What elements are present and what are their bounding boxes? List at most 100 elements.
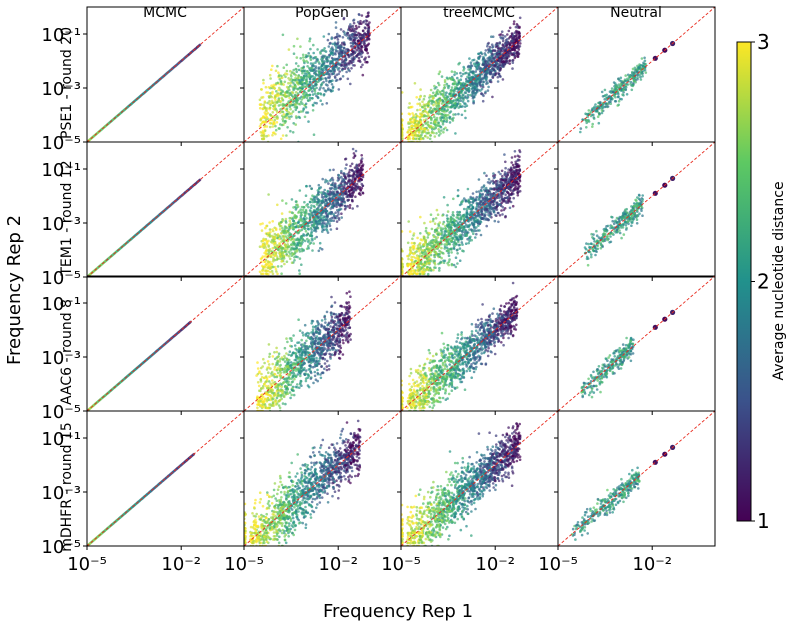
data-point — [587, 109, 591, 112]
data-point — [452, 93, 455, 96]
data-point — [357, 25, 361, 29]
data-point — [479, 80, 483, 84]
data-point — [351, 207, 355, 210]
data-point — [278, 257, 282, 261]
data-point — [350, 187, 354, 191]
data-point — [415, 96, 419, 99]
data-point — [622, 91, 625, 94]
data-point — [264, 106, 267, 110]
scatter-points — [401, 149, 522, 277]
data-point — [345, 32, 349, 36]
data-point — [273, 241, 277, 245]
data-point — [474, 70, 478, 73]
data-point — [639, 69, 642, 73]
data-point — [361, 184, 365, 188]
data-point — [508, 43, 512, 46]
data-point — [446, 105, 450, 109]
data-point — [307, 73, 311, 77]
data-point — [337, 212, 340, 216]
data-point — [283, 229, 287, 233]
data-point — [284, 72, 287, 75]
data-point — [288, 216, 292, 220]
data-point — [431, 219, 435, 223]
data-point — [326, 231, 330, 234]
data-point — [427, 104, 430, 107]
data-point — [359, 19, 362, 23]
data-point — [366, 38, 369, 41]
data-point — [364, 60, 367, 64]
data-point — [303, 225, 306, 228]
data-point — [276, 94, 279, 98]
data-point — [496, 80, 500, 83]
data-point — [429, 213, 433, 216]
data-point — [337, 216, 341, 220]
data-point — [300, 218, 304, 221]
data-point — [263, 129, 267, 133]
data-point — [468, 228, 471, 231]
data-point — [289, 107, 292, 111]
data-point — [349, 23, 352, 26]
data-point — [340, 169, 343, 173]
data-point — [617, 99, 621, 103]
data-point — [497, 53, 501, 57]
data-point — [296, 88, 300, 91]
data-point — [634, 80, 637, 84]
data-point — [406, 137, 410, 141]
data-point — [426, 120, 430, 124]
data-point — [284, 202, 288, 205]
data-point — [468, 80, 471, 83]
data-point — [451, 211, 455, 214]
data-point — [433, 120, 437, 123]
data-point — [591, 122, 594, 126]
data-point — [625, 82, 628, 86]
data-point — [324, 180, 327, 184]
data-point — [443, 247, 447, 250]
data-point — [331, 42, 335, 46]
data-point — [282, 257, 286, 260]
data-point — [367, 22, 370, 26]
data-point — [489, 49, 493, 53]
data-point — [579, 130, 582, 134]
data-point — [500, 209, 503, 212]
data-point — [412, 114, 416, 117]
data-point — [358, 35, 361, 38]
data-point — [309, 226, 313, 230]
data-point — [619, 76, 623, 80]
data-point — [358, 13, 361, 17]
data-point — [309, 66, 313, 70]
data-point — [287, 85, 291, 89]
data-point — [352, 152, 356, 155]
data-point — [264, 263, 267, 267]
panel-r1-c0: 10⁻⁵10⁻³10⁻¹ — [41, 141, 245, 289]
data-point — [354, 24, 358, 28]
data-point — [341, 61, 344, 64]
data-point — [312, 57, 315, 60]
data-point — [345, 195, 349, 199]
data-point — [337, 174, 341, 177]
data-point — [401, 134, 404, 137]
data-point — [305, 55, 308, 58]
data-point — [426, 128, 430, 132]
data-point — [293, 72, 296, 76]
data-point — [469, 70, 472, 74]
data-point — [414, 137, 418, 141]
data-point — [292, 78, 295, 82]
data-point — [325, 215, 329, 218]
data-point — [280, 82, 283, 86]
data-point — [267, 245, 271, 248]
data-point — [340, 200, 343, 204]
data-point — [321, 230, 324, 233]
data-point — [342, 41, 346, 44]
data-point — [480, 78, 483, 81]
data-point — [410, 255, 413, 259]
data-point — [448, 121, 452, 124]
data-point — [306, 237, 309, 241]
data-point — [304, 229, 308, 233]
data-point — [342, 43, 346, 46]
data-point — [330, 37, 334, 41]
data-point — [264, 119, 268, 122]
data-point — [262, 120, 266, 124]
data-point — [198, 43, 202, 47]
data-point — [273, 265, 277, 269]
data-point — [511, 163, 515, 167]
